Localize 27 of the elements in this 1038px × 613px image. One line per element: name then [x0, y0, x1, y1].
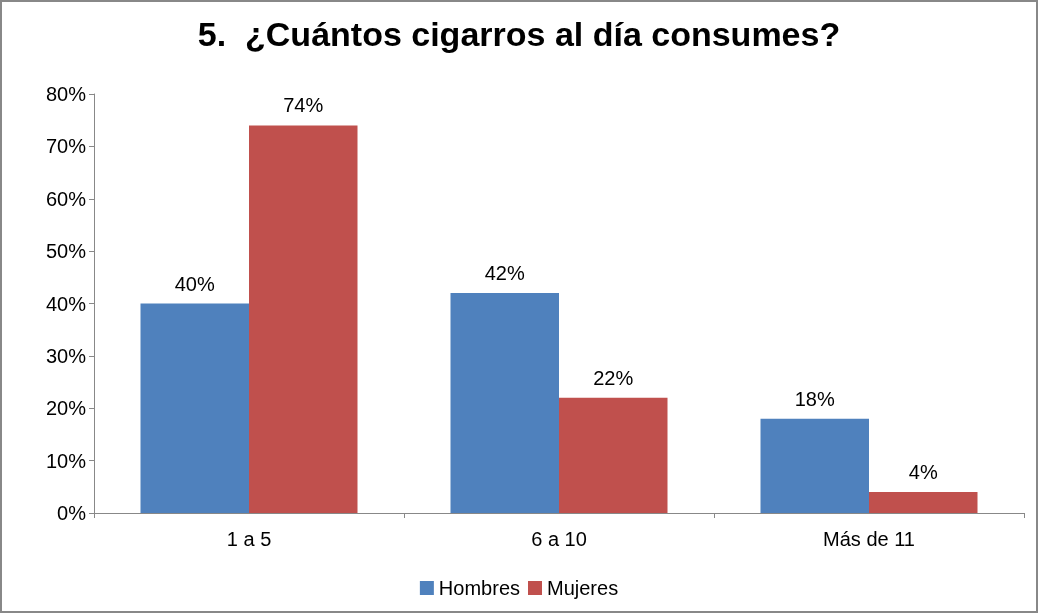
y-tick-label: 20% — [45, 397, 87, 420]
data-label: 4% — [908, 461, 938, 484]
data-label: 40% — [174, 272, 215, 295]
data-label: 18% — [794, 387, 835, 410]
data-label: 74% — [283, 94, 324, 117]
bar — [140, 303, 249, 513]
legend-label: Mujeres — [547, 577, 619, 599]
bar — [450, 293, 559, 513]
x-tick-label: 6 a 10 — [531, 528, 587, 550]
bar — [249, 125, 358, 513]
bar — [760, 418, 869, 513]
legend-label: Hombres — [438, 577, 521, 599]
bar — [559, 397, 668, 513]
y-tick-label: 70% — [45, 135, 87, 158]
y-tick-label: 60% — [45, 187, 87, 210]
x-tick-label: Más de 11 — [823, 528, 915, 550]
x-tick-label: 1 a 5 — [226, 528, 272, 550]
y-tick-label: 50% — [45, 240, 87, 263]
y-tick-label: 80% — [45, 83, 87, 105]
bar — [869, 492, 978, 513]
y-tick-label: 30% — [45, 344, 87, 367]
chart-title: 5. ¿Cuántos cigarros al día consumes? — [197, 15, 841, 53]
y-tick-label: 0% — [57, 502, 87, 524]
y-tick-label: 40% — [45, 292, 87, 315]
data-label: 22% — [593, 366, 634, 389]
data-label: 42% — [484, 262, 525, 285]
y-tick-label: 10% — [45, 449, 87, 472]
